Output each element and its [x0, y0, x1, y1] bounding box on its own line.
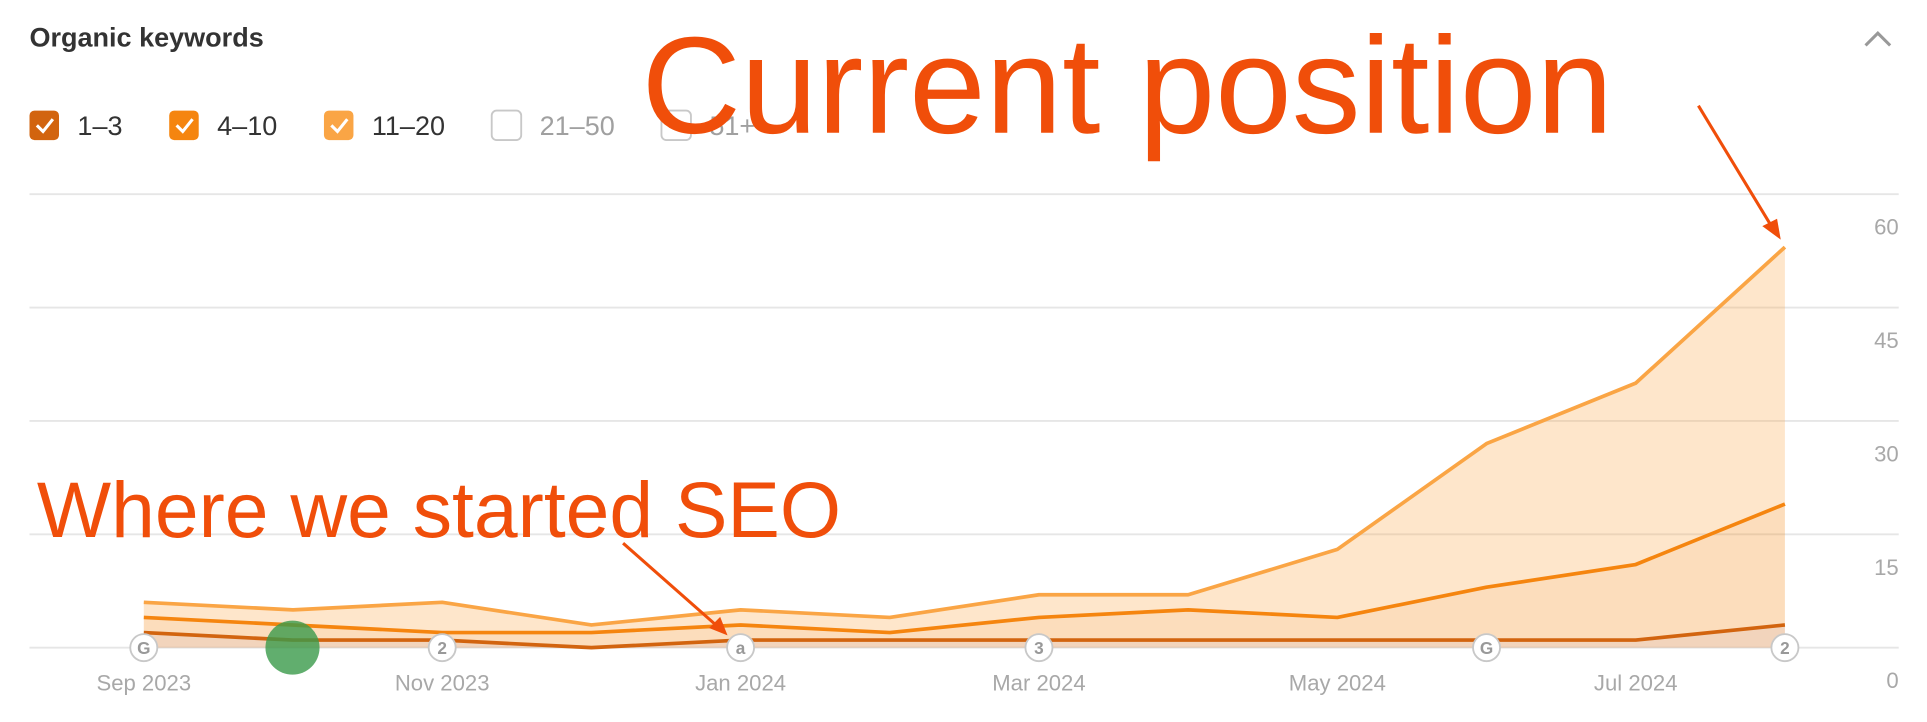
series-line: [143, 245, 1787, 627]
series-line: [143, 502, 1786, 635]
event-marker-label: 2: [1780, 638, 1790, 658]
legend-label: 1–3: [77, 111, 122, 141]
y-tick-label: 60: [1874, 215, 1899, 240]
x-tick-label: Nov 2023: [395, 671, 490, 696]
event-marker[interactable]: [427, 633, 457, 663]
plot-area: 0 15 30 45 60 Sep 2023 Nov 2023 Jan 2024 Mar 202…: [29, 193, 1899, 696]
check-mark: [330, 118, 349, 134]
legend-label: 11–20: [372, 111, 445, 141]
arrow-head: [709, 616, 728, 636]
legend-checkbox[interactable]: [323, 110, 354, 141]
event-marker[interactable]: [265, 620, 320, 675]
event-marker[interactable]: [1770, 633, 1800, 663]
legend-checkbox[interactable]: [29, 110, 60, 141]
event-marker-label: 3: [1034, 638, 1044, 658]
legend-checkbox[interactable]: [660, 109, 692, 142]
x-tick-label: Mar 2024: [992, 671, 1085, 696]
event-marker[interactable]: [726, 633, 756, 663]
y-tick-label: 15: [1874, 555, 1899, 580]
x-tick-label: Jan 2024: [695, 671, 786, 696]
event-marker[interactable]: [129, 633, 159, 663]
check-mark: [35, 118, 55, 134]
y-tick-label: 45: [1874, 328, 1899, 353]
event-marker-label: G: [1480, 638, 1493, 658]
area: [143, 247, 1785, 633]
x-tick-label: Jul 2024: [1594, 671, 1678, 696]
legend: 1–3 4–10 11–20 21–50 51+: [29, 109, 755, 142]
chart-title: Organic keywords: [30, 23, 264, 53]
collapse-button[interactable]: [1864, 31, 1892, 47]
annotation: Where we started SEO: [37, 466, 841, 554]
legend-label: 51+: [709, 111, 755, 141]
y-tick-label: 30: [1874, 441, 1899, 466]
area: [143, 624, 1785, 648]
legend-label: 4–10: [217, 111, 277, 141]
event-marker[interactable]: [1024, 633, 1054, 663]
annotation-arrow: [1697, 104, 1774, 229]
event-marker-label: a: [736, 638, 746, 658]
x-tick-label: Sep 2023: [96, 671, 191, 696]
annotation: Current position: [642, 9, 1614, 163]
legend-checkbox[interactable]: [169, 110, 199, 141]
legend-checkbox[interactable]: [490, 109, 523, 142]
event-marker-label: G: [137, 638, 150, 658]
event-marker[interactable]: [1472, 633, 1501, 663]
legend-label: 21–50: [540, 111, 615, 141]
area: [143, 504, 1785, 648]
x-tick-label: May 2024: [1289, 671, 1386, 696]
annotation-arrow: [622, 542, 718, 627]
y-tick-label: 0: [1886, 668, 1898, 693]
event-markers: G 2 a 3 G 2: [129, 633, 1800, 663]
event-marker-label: 2: [437, 638, 447, 658]
series-line: [143, 623, 1786, 650]
arrow-head: [1762, 218, 1781, 240]
check-mark: [175, 118, 194, 134]
